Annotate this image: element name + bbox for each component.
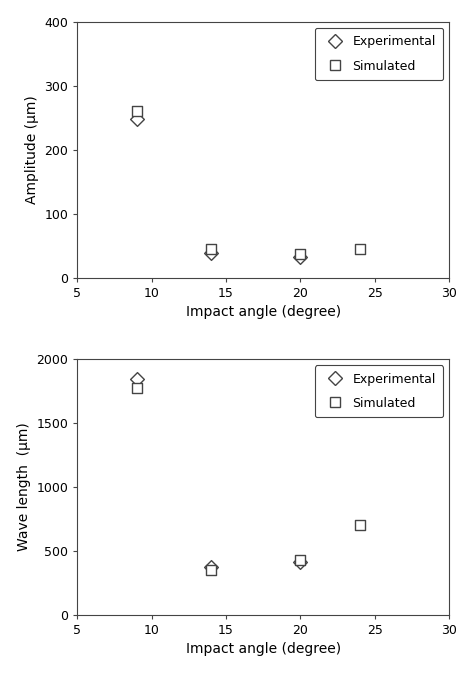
Point	[133, 374, 140, 385]
Point	[297, 555, 304, 565]
Y-axis label: Wave length  (μm): Wave length (μm)	[17, 423, 31, 551]
Point	[207, 244, 215, 254]
Y-axis label: Amplitude (μm): Amplitude (μm)	[25, 96, 39, 204]
Point	[356, 520, 364, 530]
X-axis label: Impact angle (degree): Impact angle (degree)	[186, 305, 341, 319]
Point	[297, 252, 304, 262]
Point	[133, 383, 140, 394]
Legend: Experimental, Simulated: Experimental, Simulated	[315, 28, 443, 80]
Point	[207, 248, 215, 258]
X-axis label: Impact angle (degree): Impact angle (degree)	[186, 642, 341, 656]
Point	[133, 106, 140, 116]
Point	[356, 244, 364, 254]
Point	[207, 562, 215, 573]
Point	[297, 557, 304, 568]
Legend: Experimental, Simulated: Experimental, Simulated	[315, 365, 443, 417]
Point	[133, 114, 140, 125]
Point	[297, 248, 304, 259]
Point	[207, 565, 215, 575]
